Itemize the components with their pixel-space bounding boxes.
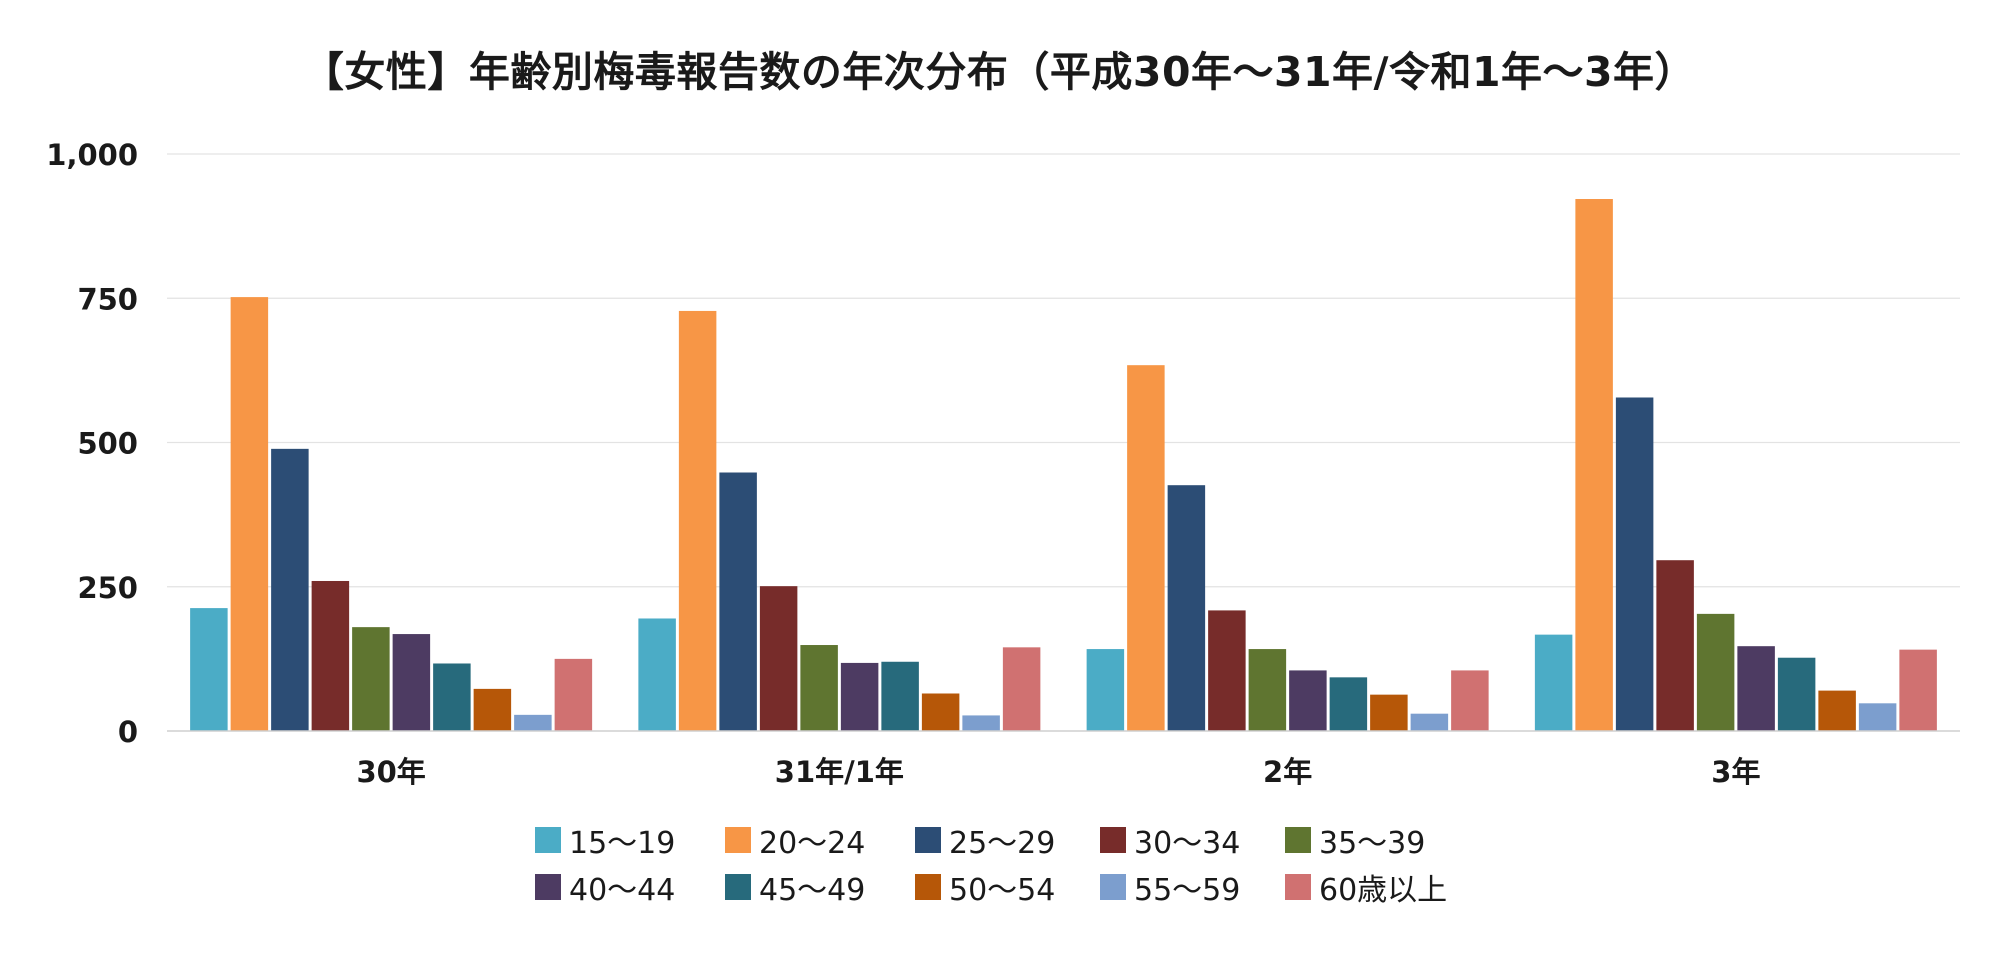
legend-label: 35～39 — [1319, 826, 1426, 861]
y-tick-label: 750 — [77, 282, 138, 316]
y-axis-tick-labels: 0 250 500 750 1,000 — [46, 138, 138, 749]
y-tick-label: 250 — [77, 571, 138, 605]
legend-swatch — [1100, 827, 1126, 853]
x-axis-category-labels: 30年 31年/1年 2年 3年 — [356, 755, 1760, 789]
x-category-label: 2年 — [1263, 755, 1312, 789]
bar — [1002, 647, 1041, 731]
bar — [514, 714, 552, 731]
bar — [1289, 670, 1327, 731]
bar — [1534, 634, 1573, 731]
legend-item: 20～24 — [725, 820, 866, 861]
bar — [1329, 677, 1368, 731]
bar — [759, 586, 798, 731]
legend-swatch — [1285, 827, 1311, 853]
bar — [1656, 560, 1694, 731]
bar — [1696, 613, 1735, 731]
legend-swatch — [915, 827, 941, 853]
legend-label: 25～29 — [949, 826, 1056, 861]
legend-swatch — [535, 874, 561, 900]
bar — [800, 645, 838, 731]
legend-label: 55～59 — [1134, 873, 1241, 908]
bar — [433, 663, 471, 731]
bar — [1410, 713, 1449, 731]
legend-item: 60歳以上 — [1285, 867, 1448, 908]
legend-item: 50～54 — [915, 867, 1056, 908]
bar — [1451, 670, 1489, 731]
bar — [473, 688, 512, 731]
x-category-label: 3年 — [1711, 755, 1760, 789]
bar — [1086, 649, 1125, 731]
bar — [392, 634, 431, 731]
legend-label: 15～19 — [569, 826, 676, 861]
x-category-label: 31年/1年 — [775, 755, 904, 789]
bar — [1899, 649, 1937, 731]
legend-item: 45～49 — [725, 867, 866, 908]
legend-swatch — [1285, 874, 1311, 900]
x-category-label: 30年 — [356, 755, 425, 789]
bar — [1818, 690, 1856, 731]
bar — [1858, 703, 1897, 731]
legend-swatch — [725, 874, 751, 900]
legend-item: 30～34 — [1100, 820, 1241, 861]
bar — [840, 662, 879, 731]
bar — [1127, 365, 1165, 731]
bar — [1167, 485, 1206, 731]
legend-label: 20～24 — [759, 826, 866, 861]
bar — [1777, 657, 1816, 731]
bar — [921, 693, 960, 731]
legend-item: 25～29 — [915, 820, 1056, 861]
bar — [1615, 397, 1654, 731]
legend-label: 45～49 — [759, 873, 866, 908]
bar — [190, 608, 228, 731]
bar — [678, 310, 717, 731]
bar — [1575, 199, 1613, 732]
y-tick-label: 0 — [118, 715, 138, 749]
legend-item: 40～44 — [535, 867, 676, 908]
bar — [719, 472, 757, 731]
bar — [638, 618, 676, 731]
bar — [1737, 646, 1775, 731]
legend-item: 35～39 — [1285, 820, 1426, 861]
legend-label: 60歳以上 — [1319, 873, 1448, 908]
legend-swatch — [1100, 874, 1126, 900]
bar — [271, 448, 309, 731]
legend-item: 15～19 — [535, 820, 676, 861]
gridlines — [167, 153, 1960, 588]
legend-swatch — [535, 827, 561, 853]
legend-swatch — [915, 874, 941, 900]
chart-title: 【女性】年齢別梅毒報告数の年次分布（平成30年～31年/令和1年～3年） — [302, 48, 1697, 96]
bar — [1248, 649, 1287, 731]
y-tick-label: 500 — [77, 427, 138, 461]
y-tick-label: 1,000 — [46, 138, 138, 172]
legend-label: 50～54 — [949, 873, 1056, 908]
legend-label: 30～34 — [1134, 826, 1241, 861]
legend-label: 40～44 — [569, 873, 676, 908]
bar — [311, 580, 350, 731]
bar — [881, 661, 919, 731]
bar — [1208, 610, 1246, 731]
legend-item: 55～59 — [1100, 867, 1241, 908]
bar — [554, 658, 593, 731]
bar — [230, 297, 269, 731]
bar — [1370, 694, 1408, 731]
bars — [190, 199, 1937, 732]
bar — [352, 627, 390, 731]
legend-swatch — [725, 827, 751, 853]
bar — [962, 715, 1000, 731]
